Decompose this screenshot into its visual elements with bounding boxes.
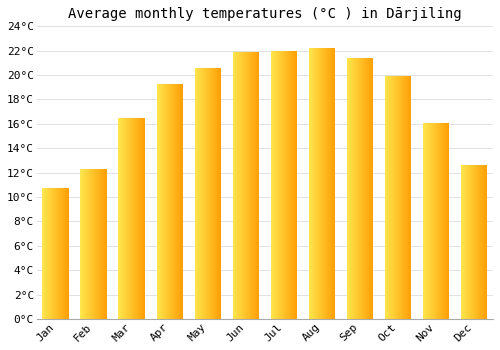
- Title: Average monthly temperatures (°C ) in Dārjiling: Average monthly temperatures (°C ) in Dā…: [68, 7, 462, 21]
